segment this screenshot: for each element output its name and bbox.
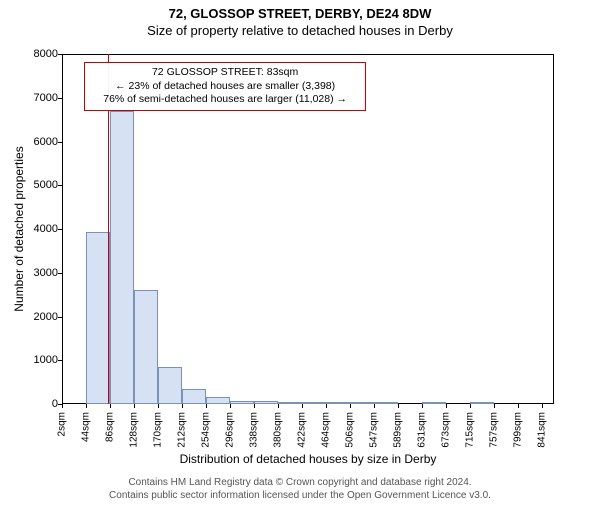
x-tick-mark — [254, 404, 255, 408]
x-tick-label: 631sqm — [416, 412, 427, 448]
x-tick-mark — [278, 404, 279, 408]
x-tick-mark — [302, 404, 303, 408]
x-tick-label: 2sqm — [57, 412, 68, 436]
histogram-bar — [86, 232, 110, 404]
x-tick-mark — [86, 404, 87, 408]
chart-subtitle: Size of property relative to detached ho… — [0, 23, 600, 38]
x-tick-mark — [350, 404, 351, 408]
x-tick-label: 506sqm — [345, 412, 356, 448]
histogram-bar — [326, 402, 350, 404]
histogram-bar — [470, 402, 494, 404]
x-tick-label: 296sqm — [225, 412, 236, 448]
footer-line1: Contains HM Land Registry data © Crown c… — [0, 477, 600, 490]
histogram-bar — [158, 367, 182, 404]
annotation-line: 72 GLOSSOP STREET: 83sqm — [91, 66, 359, 80]
x-tick-label: 254sqm — [201, 412, 212, 448]
x-tick-label: 841sqm — [536, 412, 547, 448]
histogram-bar — [182, 389, 206, 404]
x-tick-label: 86sqm — [105, 412, 116, 442]
x-tick-label: 673sqm — [440, 412, 451, 448]
y-tick-label: 2000 — [18, 311, 62, 323]
x-axis-label: Distribution of detached houses by size … — [62, 452, 554, 466]
x-tick-label: 589sqm — [392, 412, 403, 448]
y-tick-label: 7000 — [18, 92, 62, 104]
annotation-box: 72 GLOSSOP STREET: 83sqm← 23% of detache… — [84, 62, 366, 111]
x-tick-mark — [206, 404, 207, 408]
x-tick-label: 422sqm — [297, 412, 308, 448]
x-tick-label: 380sqm — [273, 412, 284, 448]
x-tick-label: 547sqm — [368, 412, 379, 448]
y-tick-mark — [58, 317, 62, 318]
y-tick-label: 4000 — [18, 223, 62, 235]
y-tick-label: 1000 — [18, 354, 62, 366]
histogram-bar — [278, 402, 302, 404]
histogram-bar — [206, 397, 230, 404]
histogram-bar — [350, 402, 374, 404]
x-tick-mark — [422, 404, 423, 408]
annotation-line: 76% of semi-detached houses are larger (… — [91, 93, 359, 107]
y-tick-mark — [58, 360, 62, 361]
histogram-bar — [302, 402, 326, 404]
x-tick-mark — [446, 404, 447, 408]
x-tick-mark — [542, 404, 543, 408]
x-tick-label: 338sqm — [249, 412, 260, 448]
x-tick-mark — [62, 404, 63, 408]
y-tick-label: 3000 — [18, 267, 62, 279]
footer-attribution: Contains HM Land Registry data © Crown c… — [0, 477, 600, 502]
histogram-bar — [374, 402, 398, 404]
x-tick-mark — [494, 404, 495, 408]
annotation-line: ← 23% of detached houses are smaller (3,… — [91, 80, 359, 94]
x-tick-label: 757sqm — [488, 412, 499, 448]
x-tick-mark — [134, 404, 135, 408]
x-tick-label: 44sqm — [81, 412, 92, 442]
x-tick-label: 170sqm — [153, 412, 164, 448]
histogram-bar — [230, 401, 254, 405]
x-tick-mark — [110, 404, 111, 408]
x-tick-mark — [326, 404, 327, 408]
x-tick-mark — [398, 404, 399, 408]
x-tick-mark — [470, 404, 471, 408]
y-tick-label: 0 — [18, 398, 62, 410]
x-tick-label: 715sqm — [464, 412, 475, 448]
x-tick-mark — [518, 404, 519, 408]
x-tick-mark — [182, 404, 183, 408]
y-tick-mark — [58, 54, 62, 55]
x-tick-label: 212sqm — [177, 412, 188, 448]
histogram-bar — [254, 401, 278, 404]
x-tick-label: 128sqm — [129, 412, 140, 448]
chart-title: 72, GLOSSOP STREET, DERBY, DE24 8DW — [0, 6, 600, 21]
x-tick-label: 464sqm — [321, 412, 332, 448]
y-tick-label: 6000 — [18, 136, 62, 148]
y-tick-label: 5000 — [18, 179, 62, 191]
y-tick-mark — [58, 185, 62, 186]
chart-plot-area: 0100020003000400050006000700080002sqm44s… — [62, 54, 554, 404]
histogram-bar — [422, 402, 446, 404]
x-tick-mark — [374, 404, 375, 408]
y-tick-mark — [58, 229, 62, 230]
histogram-bar — [134, 290, 158, 404]
x-tick-label: 799sqm — [512, 412, 523, 448]
y-tick-label: 8000 — [18, 48, 62, 60]
x-tick-mark — [230, 404, 231, 408]
histogram-bar — [110, 111, 134, 404]
y-tick-mark — [58, 273, 62, 274]
y-tick-mark — [58, 98, 62, 99]
y-tick-mark — [58, 142, 62, 143]
x-tick-mark — [158, 404, 159, 408]
footer-line2: Contains public sector information licen… — [0, 490, 600, 503]
